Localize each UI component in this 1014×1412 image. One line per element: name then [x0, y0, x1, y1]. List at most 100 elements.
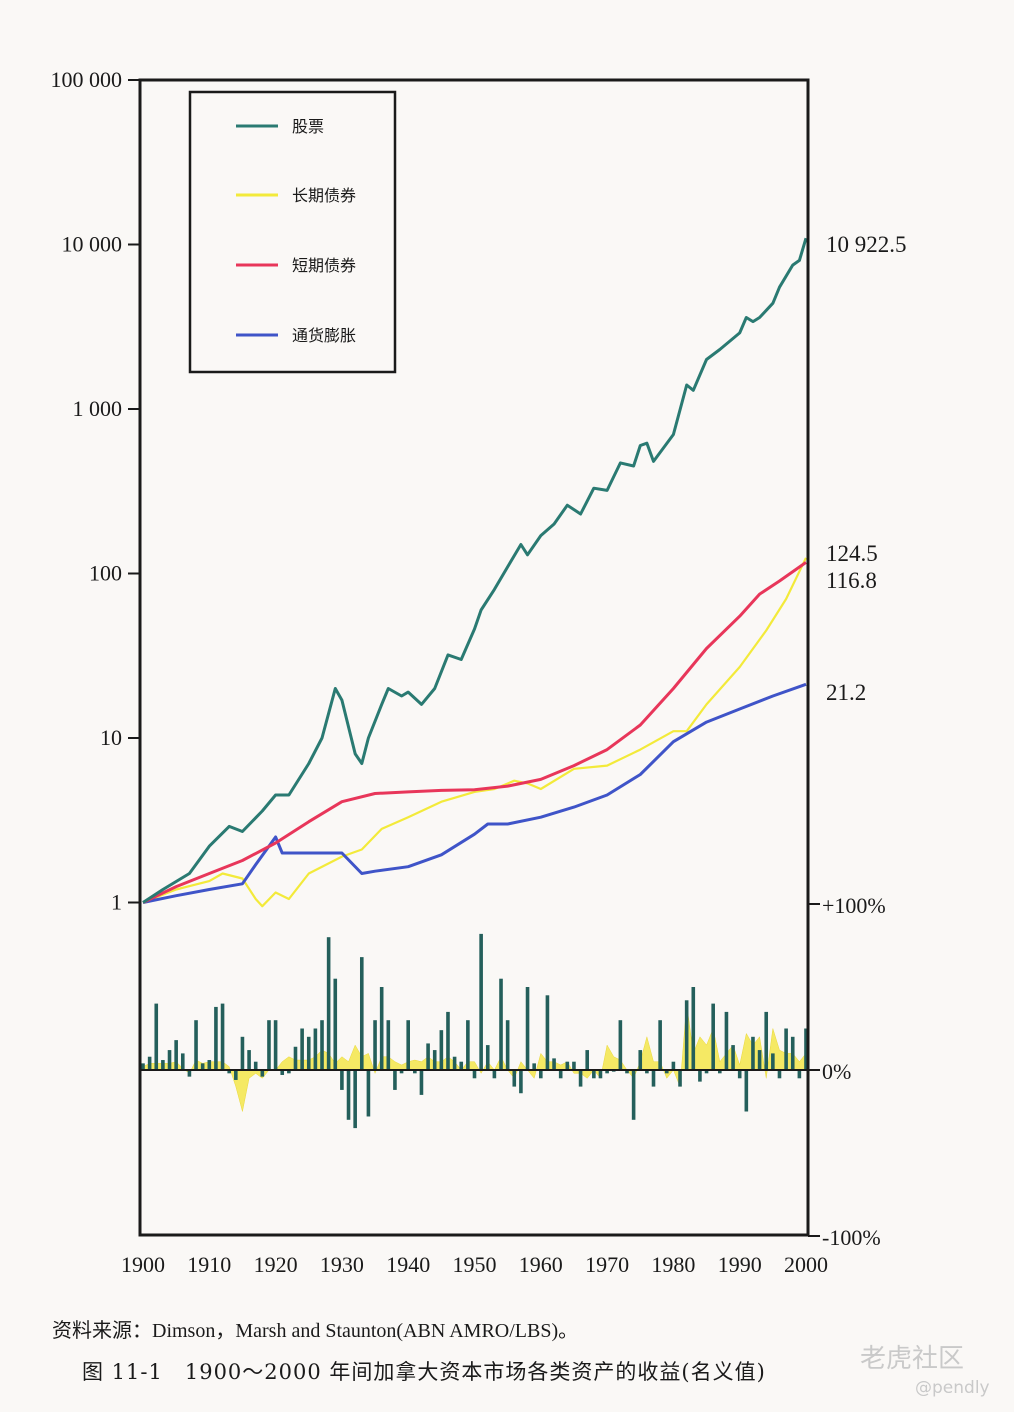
equity-return-bar-1956 — [512, 1070, 517, 1087]
equity-return-bar-1989 — [731, 1045, 735, 1070]
equity-return-bar-1909 — [200, 1063, 205, 1070]
equity-return-bar-1973 — [625, 1070, 629, 1074]
equity-return-bar-1908 — [194, 1020, 198, 1070]
equity-return-bar-1945 — [439, 1030, 444, 1070]
equity-return-bar-1980 — [671, 1061, 676, 1070]
equity-return-bar-1904 — [167, 1050, 172, 1070]
x-tick-label-5: 1950 — [453, 1252, 497, 1277]
end-label-2: 116.8 — [826, 568, 877, 593]
equity-return-bar-1991 — [744, 1070, 749, 1112]
series-line-0 — [142, 237, 808, 904]
equity-return-bar-1998 — [790, 1036, 795, 1070]
equity-return-bar-1974 — [631, 1070, 636, 1120]
equity-return-bar-1930 — [340, 1070, 344, 1090]
equity-return-bar-1978 — [658, 1020, 662, 1070]
equity-return-bar-1907 — [187, 1070, 192, 1077]
equity-return-bar-1990 — [737, 1070, 742, 1079]
equity-return-bar-1927 — [320, 1020, 324, 1070]
equity-return-bar-1985 — [704, 1070, 709, 1074]
equity-return-bar-1994 — [764, 1011, 769, 1070]
plot-frame — [138, 78, 810, 1237]
equity-return-bar-1931 — [346, 1070, 351, 1120]
equity-return-bar-1934 — [366, 1070, 371, 1117]
equity-return-bar-1924 — [300, 1028, 304, 1070]
equity-return-bar-1949 — [466, 1020, 470, 1070]
equity-return-bar-1965 — [572, 1061, 576, 1070]
legend-label-2: 短期债券 — [292, 256, 356, 275]
equity-return-bar-1926 — [313, 1028, 318, 1070]
equity-return-bar-1905 — [174, 1040, 178, 1070]
annual-returns-bars — [140, 933, 808, 1129]
equity-return-bar-1977 — [651, 1070, 656, 1087]
r-tick-label-1: 0% — [822, 1059, 851, 1084]
equity-return-bar-1912 — [220, 1003, 225, 1070]
r-tick-label-0: +100% — [822, 893, 886, 918]
x-tick-label-2: 1920 — [254, 1252, 298, 1277]
legend-label-0: 股票 — [292, 117, 324, 136]
equity-return-bar-1979 — [664, 1070, 669, 1074]
equity-return-bar-1993 — [757, 1050, 762, 1070]
equity-return-bar-1922 — [287, 1070, 291, 1074]
legend-label-1: 长期债券 — [292, 186, 356, 205]
equity-return-bar-1937 — [386, 1020, 391, 1070]
equity-return-bar-1918 — [260, 1070, 265, 1077]
y-tick-label-4: 10 000 — [62, 232, 123, 257]
equity-return-bar-1936 — [379, 987, 384, 1070]
equity-return-bar-1961 — [545, 995, 550, 1070]
series-line-2 — [142, 561, 807, 904]
equity-return-bar-1967 — [585, 1050, 590, 1070]
equity-return-bar-2000 — [804, 1028, 808, 1070]
equity-return-bar-1960 — [539, 1070, 543, 1079]
watermark-user: @pendly — [915, 1378, 990, 1398]
source-note: 资料来源：Dimson，Marsh and Staunton(ABN AMRO/… — [52, 1320, 579, 1342]
equity-return-bar-1996 — [777, 1070, 782, 1079]
equity-return-bar-1920 — [273, 1020, 278, 1070]
r-tick-label-2: -100% — [822, 1225, 881, 1250]
equity-return-bar-1928 — [326, 937, 331, 1070]
x-tick-label-0: 1900 — [121, 1252, 165, 1277]
equity-return-bar-1914 — [234, 1070, 238, 1080]
equity-return-bar-1963 — [558, 1070, 563, 1079]
equity-return-bar-1911 — [214, 1006, 218, 1070]
equity-return-bar-1962 — [552, 1058, 556, 1070]
chart: 1 10 100 1 000 10 000 100 000 +100% 0% -100% 1900… — [51, 67, 907, 1277]
legend-label-3: 通货膨胀 — [292, 326, 356, 345]
equity-return-bar-1999 — [797, 1070, 802, 1079]
equity-return-bar-1947 — [452, 1056, 457, 1070]
watermark-brand: 老虎社区 — [860, 1344, 965, 1374]
equity-return-bar-1983 — [691, 987, 696, 1070]
equity-return-bar-1943 — [426, 1043, 430, 1070]
equity-return-bar-1954 — [499, 978, 503, 1070]
equity-return-bar-1952 — [485, 1045, 490, 1070]
x-tick-label-9: 1990 — [718, 1252, 762, 1277]
equity-return-bar-1986 — [711, 1003, 715, 1070]
cumulative-series — [142, 237, 808, 908]
equity-return-bar-1932 — [353, 1070, 357, 1129]
end-label-1: 124.5 — [826, 541, 878, 566]
equity-return-bar-1969 — [598, 1070, 603, 1079]
equity-return-bar-1948 — [459, 1061, 464, 1070]
equity-return-bar-1966 — [578, 1070, 583, 1087]
equity-return-bar-1940 — [406, 1020, 410, 1070]
figure-caption: 图 11-1 1900～2000 年间加拿大资本市场各类资产的收益(名义值) — [82, 1360, 766, 1384]
x-tick-label-6: 1960 — [519, 1252, 563, 1277]
x-tick-label-1: 1910 — [187, 1252, 231, 1277]
end-label-0: 10 922.5 — [826, 232, 907, 257]
bond-returns-area — [142, 1003, 807, 1112]
equity-return-bar-1919 — [267, 1020, 271, 1070]
equity-return-bar-1942 — [419, 1070, 424, 1095]
equity-return-bar-1953 — [492, 1070, 497, 1079]
y-tick-label-5: 100 000 — [51, 67, 123, 92]
series-line-3 — [142, 682, 807, 904]
equity-return-bar-1916 — [247, 1050, 251, 1070]
equity-return-bar-1941 — [413, 1070, 417, 1074]
equity-return-bar-1992 — [751, 1036, 755, 1070]
equity-return-bar-1982 — [684, 1000, 689, 1070]
equity-return-bar-1964 — [565, 1061, 570, 1070]
equity-return-bar-1958 — [525, 987, 530, 1070]
equity-return-bar-1997 — [784, 1028, 788, 1070]
equity-return-bar-1929 — [333, 978, 338, 1070]
equity-return-bar-1901 — [147, 1056, 152, 1070]
